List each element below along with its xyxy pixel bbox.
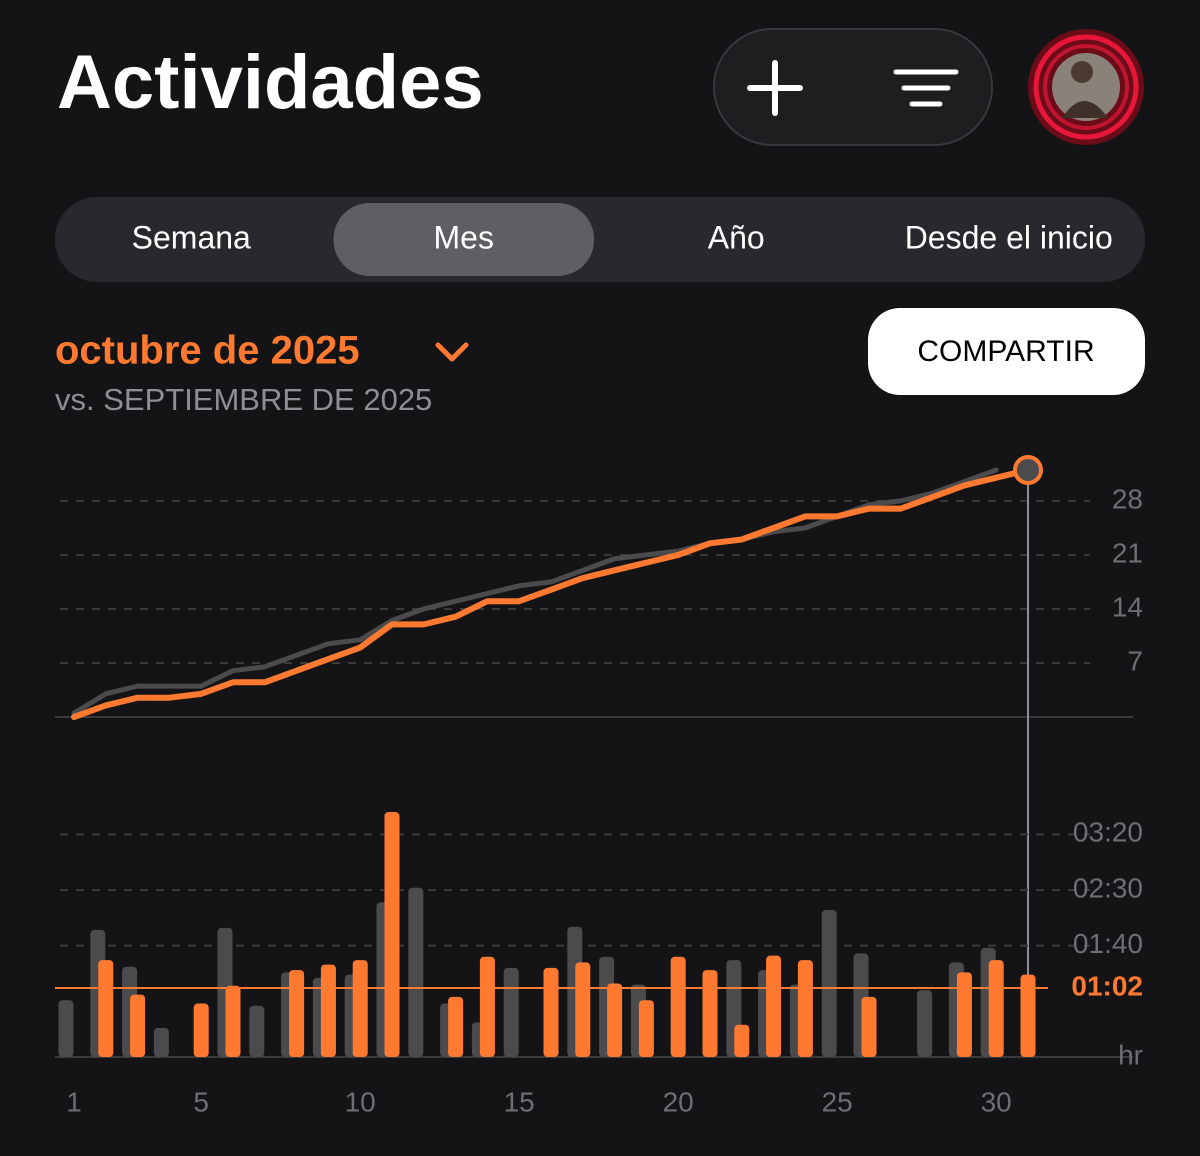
bar [384,812,400,1057]
tab-label[interactable]: Mes [434,219,494,255]
share-bg [868,308,1145,395]
bar [225,985,241,1057]
tab-label[interactable]: Desde el inicio [905,219,1113,255]
x-tick-label: 25 [822,1086,853,1117]
bar [988,960,1004,1057]
tab-label[interactable]: Semana [132,219,251,255]
bar [821,910,837,1057]
average-label: 01:02 [1071,970,1143,1001]
bar [58,1000,74,1057]
bar [734,1024,750,1057]
y-tick-label: 02:30 [1073,872,1143,903]
pill-bg [713,28,993,146]
avatar[interactable] [1028,29,1144,145]
filter-button[interactable] [893,69,959,107]
bar [670,956,686,1057]
avatar-ring [1033,34,1139,140]
y-tick-label: 03:20 [1073,817,1143,848]
y-tick-label: 01:40 [1073,928,1143,959]
series-line [71,467,1031,720]
action-pill [713,28,993,146]
x-tick-label: 5 [193,1086,209,1117]
chevron[interactable] [435,342,469,362]
x-tick-label: 10 [345,1086,376,1117]
bar [448,996,464,1057]
period-title[interactable]: octubre de 2025 [55,329,360,373]
y-tick-label: 21 [1112,537,1143,568]
x-tick-label: 15 [504,1086,535,1117]
y-tick-label: 7 [1127,645,1143,676]
bar [98,960,114,1057]
x-tick-label: 20 [663,1086,694,1117]
x-tick-label: 30 [981,1086,1012,1117]
avatar-head [1071,61,1093,83]
bar [917,990,933,1057]
highlight-point [1013,455,1043,485]
bar [503,967,519,1057]
bar [766,955,782,1057]
selected-tab [333,203,594,276]
bar [289,970,305,1057]
bar [1020,974,1036,1057]
bar [408,887,424,1057]
bar [320,964,336,1057]
comparison-label: vs. SEPTIEMBRE DE 2025 [55,382,432,417]
bar [352,960,368,1057]
avatar-ring [1043,44,1129,130]
share-button[interactable]: COMPARTIR [868,308,1145,395]
bar [130,994,146,1057]
bar [249,1005,265,1057]
avatar-body [1062,101,1108,118]
add-button[interactable] [747,60,803,116]
segmented-control [55,197,1145,282]
y-tick-label: 14 [1112,591,1143,622]
bar [797,960,813,1057]
y-tick-label: 28 [1112,483,1143,514]
bar [193,1003,209,1057]
avatar-photo [1052,53,1120,121]
tab-label[interactable]: Año [708,219,765,255]
bar [702,970,718,1057]
bar [638,1000,654,1057]
bar [479,956,495,1057]
bar [956,972,972,1057]
y-axis-label: hr [1118,1039,1143,1070]
share-label[interactable]: COMPARTIR [917,335,1094,368]
bar [153,1028,169,1057]
bar [861,996,877,1057]
bar [607,983,623,1057]
page-title: Actividades [57,40,484,125]
bar [575,962,591,1057]
x-tick-label: 1 [66,1086,82,1117]
bar [543,967,559,1057]
